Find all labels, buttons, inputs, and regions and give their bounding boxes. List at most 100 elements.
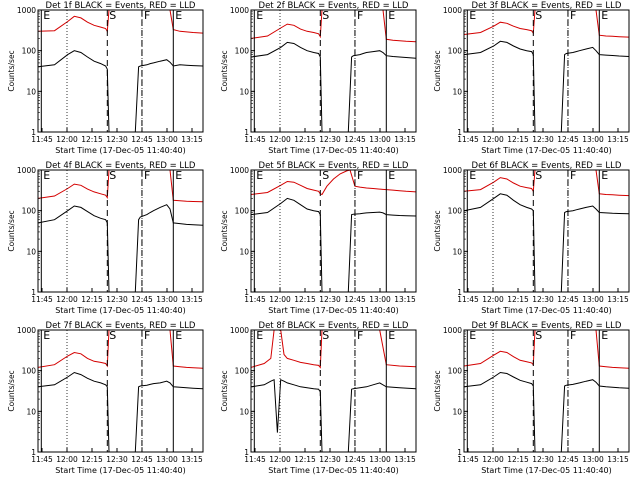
series-line-events bbox=[38, 371, 203, 452]
x-tick-label: 11:45 bbox=[244, 135, 266, 144]
y-tick-label: 10 bbox=[452, 247, 462, 256]
x-tick-label: 12:15 bbox=[81, 455, 103, 464]
x-tick-label: 12:30 bbox=[106, 455, 128, 464]
x-tick-label: 12:30 bbox=[106, 295, 128, 304]
x-tick-label: 13:15 bbox=[607, 455, 629, 464]
x-tick-label: 13:00 bbox=[582, 455, 604, 464]
marker-label: E bbox=[175, 9, 182, 22]
x-tick-label: 12:45 bbox=[557, 135, 579, 144]
detector-panel-1: Det 1f BLACK = Events, RED = LLD E S F E 1 10 1… bbox=[0, 0, 213, 160]
series-line-lld bbox=[251, 170, 416, 196]
chart-title: Det 1f BLACK = Events, RED = LLD bbox=[46, 1, 196, 11]
y-tick-label: 100 bbox=[448, 47, 463, 56]
marker-label: E bbox=[43, 329, 50, 342]
marker-label: E bbox=[469, 329, 476, 342]
marker-label: E bbox=[256, 9, 263, 22]
marker-label: E bbox=[175, 329, 182, 342]
series-line-events bbox=[464, 40, 629, 132]
x-tick-label: 13:00 bbox=[369, 135, 391, 144]
x-tick-label: 13:00 bbox=[582, 295, 604, 304]
chart-title: Det 8f BLACK = Events, RED = LLD bbox=[259, 321, 409, 331]
x-tick-label: 12:30 bbox=[319, 135, 341, 144]
chart-title: Det 3f BLACK = Events, RED = LLD bbox=[472, 1, 622, 11]
marker-label: F bbox=[357, 169, 363, 182]
x-tick-label: 13:00 bbox=[156, 295, 178, 304]
x-tick-label: 12:30 bbox=[532, 455, 554, 464]
marker-label: F bbox=[357, 329, 363, 342]
marker-label: F bbox=[357, 9, 363, 22]
marker-label: F bbox=[570, 329, 576, 342]
y-axis-label: Counts/sec bbox=[433, 370, 442, 411]
detector-panel-9: Det 9f BLACK = Events, RED = LLD E S F E 1 10 1… bbox=[426, 320, 639, 480]
x-tick-label: 11:45 bbox=[31, 135, 53, 144]
x-tick-label: 12:30 bbox=[319, 455, 341, 464]
marker-label: F bbox=[570, 9, 576, 22]
y-tick-label: 1000 bbox=[443, 166, 462, 175]
marker-label: E bbox=[388, 169, 395, 182]
x-axis-label: Start Time (17-Dec-05 11:40:40) bbox=[55, 306, 186, 315]
series-line-lld bbox=[251, 330, 416, 369]
x-tick-label: 13:15 bbox=[394, 295, 416, 304]
y-tick-label: 1000 bbox=[230, 166, 249, 175]
x-tick-label: 12:15 bbox=[507, 295, 529, 304]
y-tick-label: 1000 bbox=[17, 326, 36, 335]
plot-frame bbox=[250, 169, 417, 293]
chart-title: Det 5f BLACK = Events, RED = LLD bbox=[259, 161, 409, 171]
series-line-events bbox=[251, 41, 416, 132]
series-line-lld bbox=[38, 170, 203, 203]
y-tick-label: 1 bbox=[31, 128, 36, 137]
y-tick-label: 10 bbox=[239, 247, 249, 256]
chart-title: Det 9f BLACK = Events, RED = LLD bbox=[472, 321, 622, 331]
x-tick-label: 13:15 bbox=[394, 455, 416, 464]
y-tick-label: 100 bbox=[22, 367, 37, 376]
x-tick-label: 12:00 bbox=[269, 295, 291, 304]
y-axis-label: Counts/sec bbox=[7, 370, 16, 411]
marker-label: S bbox=[535, 9, 542, 22]
y-tick-label: 10 bbox=[452, 87, 462, 96]
chart-title: Det 6f BLACK = Events, RED = LLD bbox=[472, 161, 622, 171]
plot-frame bbox=[250, 329, 417, 453]
x-tick-label: 12:45 bbox=[131, 295, 153, 304]
detector-panel-5: Det 5f BLACK = Events, RED = LLD E S F E 1 10 1… bbox=[213, 160, 426, 320]
plot-frame bbox=[37, 329, 204, 453]
series-line-events bbox=[464, 371, 629, 452]
x-tick-label: 13:00 bbox=[369, 295, 391, 304]
detector-panel-3: Det 3f BLACK = Events, RED = LLD E S F E 1 10 1… bbox=[426, 0, 639, 160]
chart-title: Det 7f BLACK = Events, RED = LLD bbox=[46, 321, 196, 331]
marker-label: E bbox=[388, 9, 395, 22]
x-tick-label: 12:15 bbox=[294, 135, 316, 144]
marker-label: S bbox=[322, 329, 329, 342]
marker-label: F bbox=[144, 169, 150, 182]
x-tick-label: 12:45 bbox=[131, 455, 153, 464]
marker-label: F bbox=[144, 329, 150, 342]
y-tick-label: 1000 bbox=[230, 326, 249, 335]
x-tick-label: 13:15 bbox=[181, 455, 203, 464]
x-tick-label: 13:15 bbox=[181, 135, 203, 144]
series-line-events bbox=[251, 378, 416, 452]
marker-label: S bbox=[535, 169, 542, 182]
x-tick-label: 12:30 bbox=[106, 135, 128, 144]
detector-panel-2: Det 2f BLACK = Events, RED = LLD E S F E 1 10 1… bbox=[213, 0, 426, 160]
x-tick-label: 13:15 bbox=[394, 135, 416, 144]
series-line-events bbox=[38, 204, 203, 292]
y-axis-label: Counts/sec bbox=[220, 210, 229, 251]
y-tick-label: 1 bbox=[244, 448, 249, 457]
x-axis-label: Start Time (17-Dec-05 11:40:40) bbox=[481, 466, 612, 475]
y-tick-label: 10 bbox=[26, 247, 36, 256]
x-tick-label: 12:45 bbox=[557, 455, 579, 464]
x-tick-label: 11:45 bbox=[457, 135, 479, 144]
x-tick-label: 11:45 bbox=[244, 455, 266, 464]
y-tick-label: 1000 bbox=[230, 6, 249, 15]
x-tick-label: 12:15 bbox=[81, 295, 103, 304]
x-tick-label: 12:30 bbox=[532, 135, 554, 144]
x-tick-label: 12:00 bbox=[482, 455, 504, 464]
marker-label: E bbox=[256, 169, 263, 182]
y-tick-label: 10 bbox=[26, 407, 36, 416]
detector-panel-8: Det 8f BLACK = Events, RED = LLD E S F E 1 10 1… bbox=[213, 320, 426, 480]
plot-frame bbox=[463, 169, 630, 293]
plot-frame bbox=[463, 329, 630, 453]
